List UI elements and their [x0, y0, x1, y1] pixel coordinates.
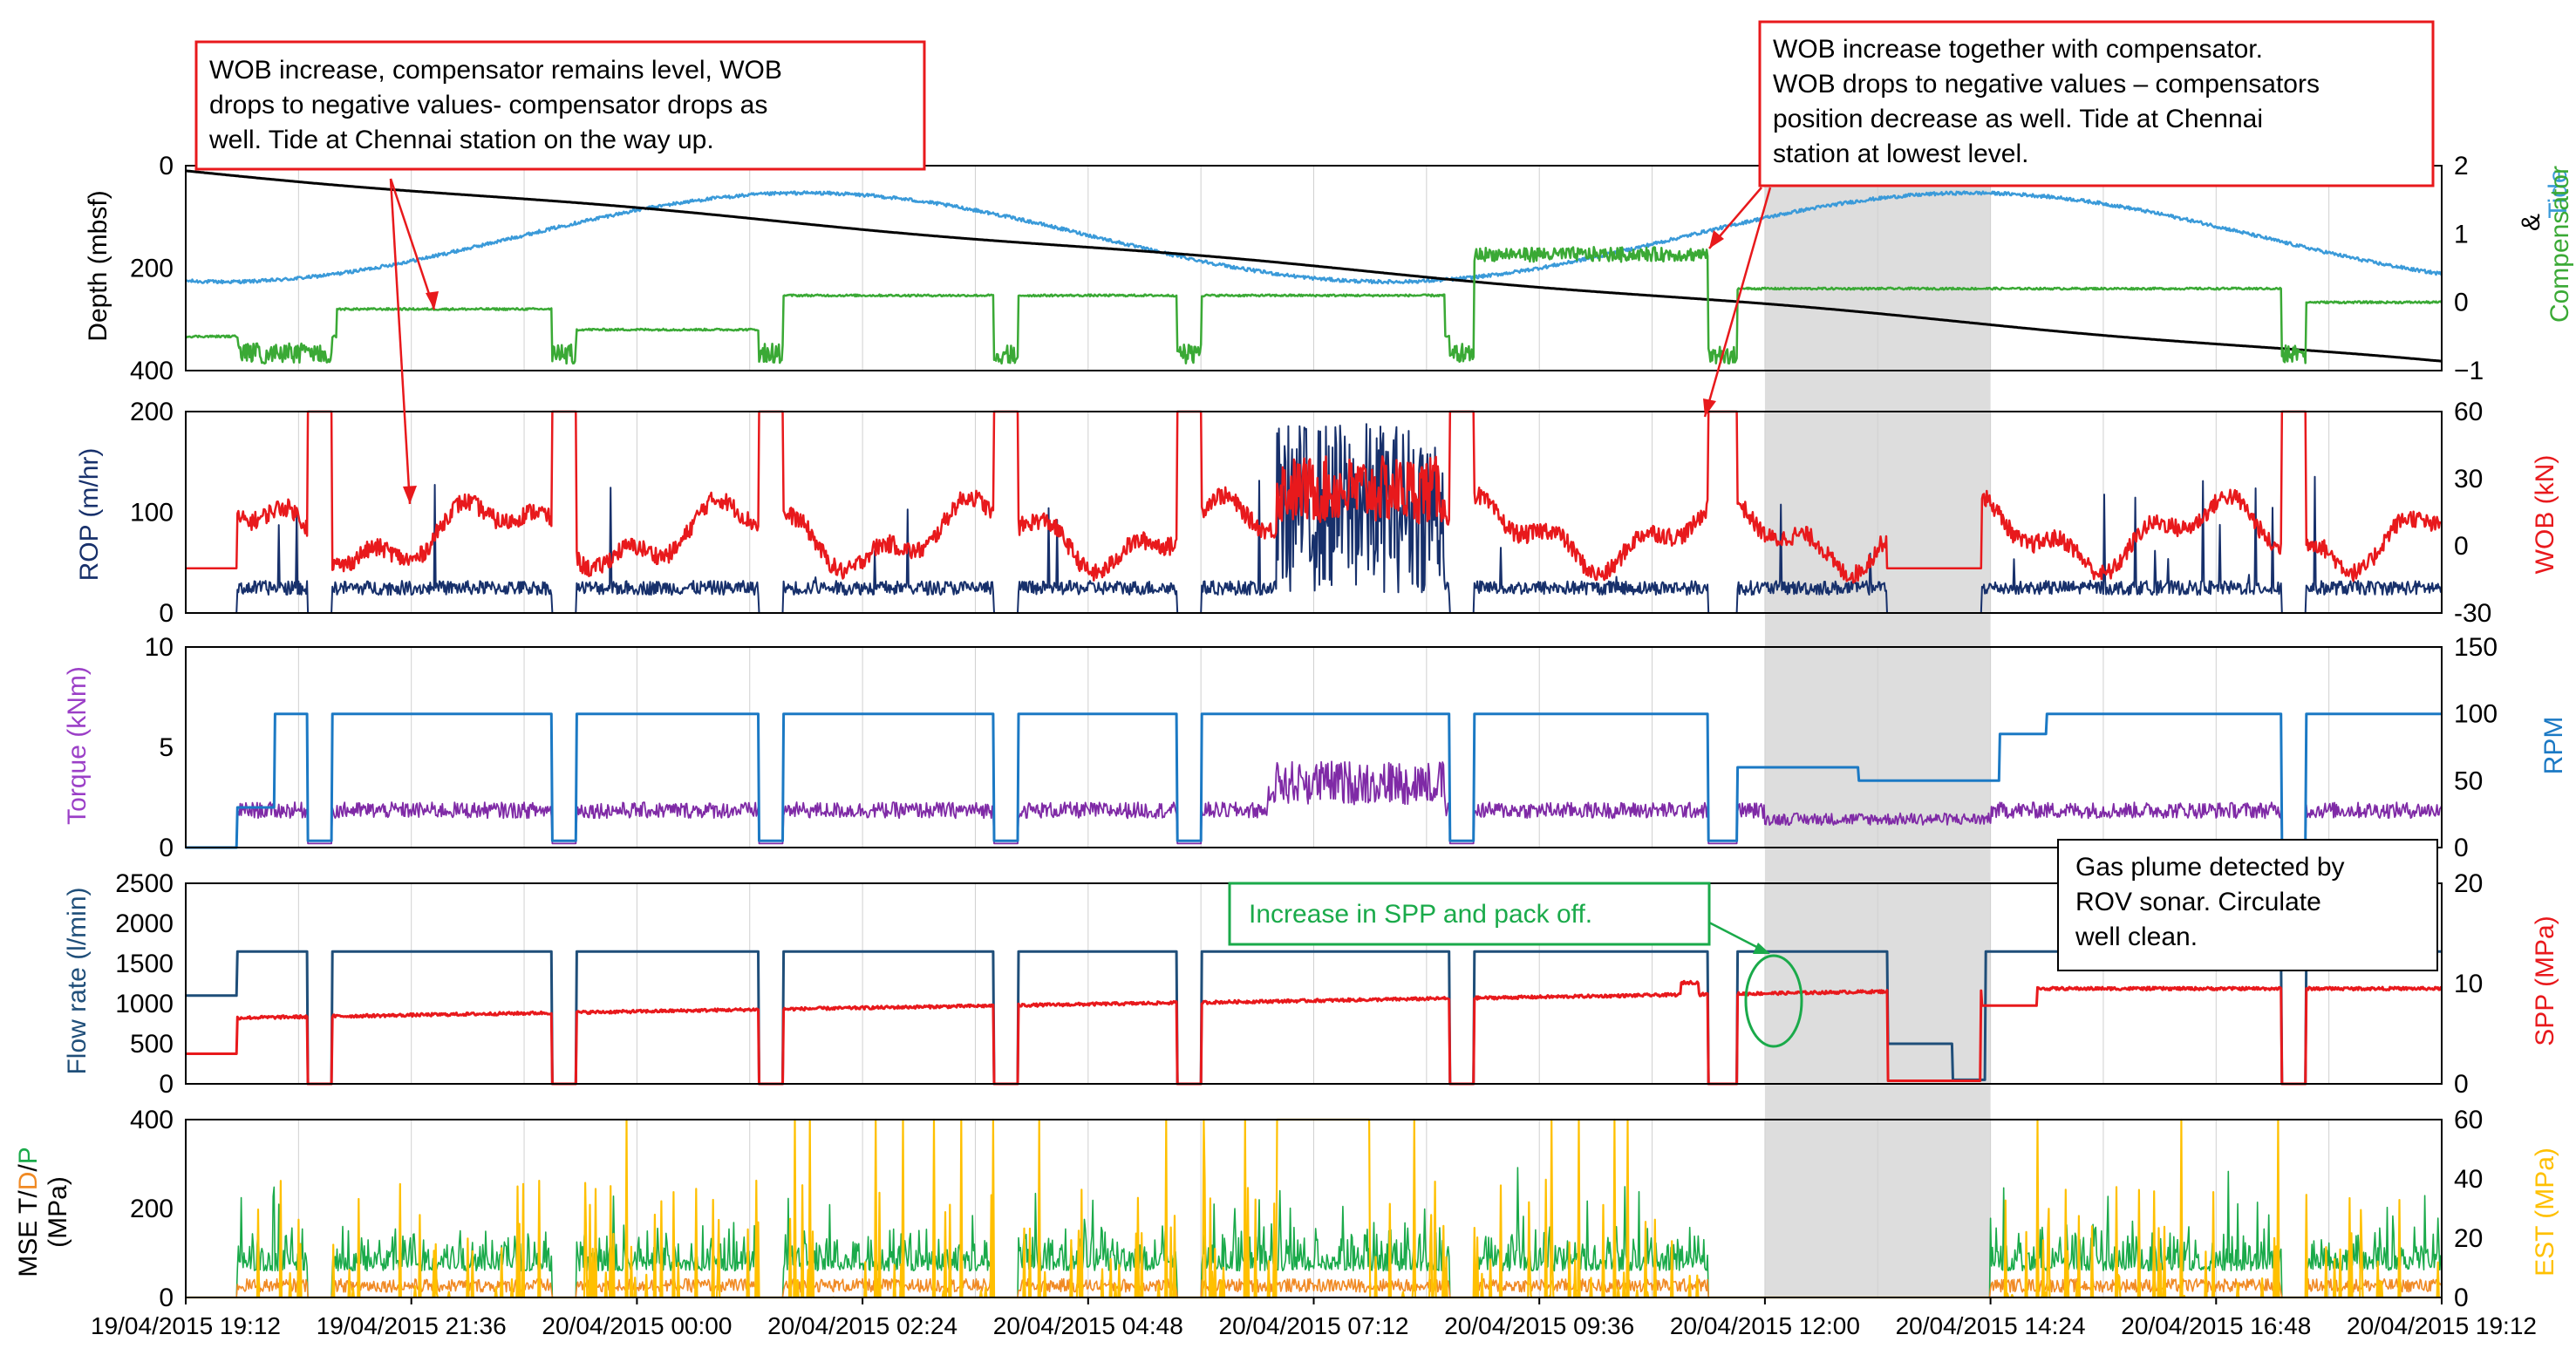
left-tick-label-p3-3: 1000 — [115, 990, 174, 1018]
note4-line1: Gas plume detected by — [2075, 853, 2345, 882]
x-tick-label-3: 20/04/2015 02:24 — [767, 1312, 957, 1339]
left-tick-label-p3-5: 0 — [159, 1070, 174, 1099]
x-tick-label-10: 20/04/2015 19:12 — [2347, 1312, 2537, 1339]
arrow-note2-to-wob — [1703, 187, 1772, 418]
panel-frame-0 — [185, 165, 2443, 371]
note2-line1: WOB increase together with compensator. — [1773, 35, 2263, 64]
depth-axis-label: Depth (mbsf) — [84, 190, 112, 341]
left-tick-label-p0-2: 400 — [130, 357, 174, 385]
arrow-wob-to-wob-panel — [389, 178, 412, 505]
left-tick-label-p3-0: 2500 — [115, 869, 174, 898]
spp-callout — [1708, 921, 1803, 1048]
right-tick-label-p3-0: 20 — [2454, 869, 2483, 898]
note1-line3: well. Tide at Chennai station on the way… — [208, 126, 714, 154]
right-tick-label-p0-3: −1 — [2454, 357, 2484, 385]
est-axis-label: EST (MPa) — [2531, 1147, 2559, 1277]
mse-axis-label: MSE T/D/P — [14, 1147, 43, 1277]
tide-line — [184, 190, 2443, 285]
x-tick-label-2: 20/04/2015 00:00 — [542, 1312, 732, 1339]
x-tick-label-8: 20/04/2015 14:24 — [1896, 1312, 2086, 1339]
right-tick-label-p2-1: 100 — [2454, 700, 2498, 729]
right-tick-label-p2-3: 0 — [2454, 834, 2469, 862]
spp-axis-label: SPP (MPa) — [2531, 916, 2559, 1046]
left-tick-label-p1-1: 100 — [130, 499, 174, 528]
note3-line1: Increase in SPP and pack off. — [1249, 900, 1592, 929]
right-tick-label-p1-0: 60 — [2454, 398, 2483, 426]
x-tick-label-7: 20/04/2015 12:00 — [1670, 1312, 1860, 1339]
arrowhead-1 — [426, 291, 439, 310]
depth-line — [185, 169, 2443, 363]
rpm-axis-label: RPM — [2539, 717, 2568, 775]
ampersand-axis-label: & — [2517, 214, 2545, 231]
right-tick-label-p3-1: 10 — [2454, 970, 2483, 998]
note4-line3: well clean. — [2075, 923, 2198, 951]
x-tick-label-1: 19/04/2015 21:36 — [317, 1312, 507, 1339]
annotation-box-1: WOB increase, compensator remains level,… — [194, 40, 926, 171]
compensator-line — [185, 246, 2443, 365]
arrow-heads — [403, 230, 1724, 504]
x-tick-label-5: 20/04/2015 07:12 — [1219, 1312, 1409, 1339]
right-tick-label-p2-0: 150 — [2454, 633, 2498, 662]
note4-line2: ROV sonar. Circulate — [2075, 888, 2321, 916]
x-tick-label-9: 20/04/2015 16:48 — [2121, 1312, 2311, 1339]
left-tick-label-p4-2: 0 — [159, 1284, 174, 1312]
left-tick-label-p2-1: 5 — [159, 733, 174, 762]
note2-line2: WOB drops to negative values – compensat… — [1773, 70, 2320, 99]
arrowhead-spp — [1753, 943, 1770, 954]
torque-axis-label: Torque (kNm) — [63, 666, 92, 825]
x-tick-label-6: 20/04/2015 09:36 — [1444, 1312, 1634, 1339]
left-tick-label-p2-2: 0 — [159, 834, 174, 862]
axis-labels: Depth (mbsf) Tide & Compensator ROP (m/h… — [14, 166, 2574, 1277]
right-tick-label-p2-2: 50 — [2454, 766, 2483, 795]
annotation-box-3: Increase in SPP and pack off. — [1228, 882, 1711, 946]
x-tick-label-0: 19/04/2015 19:12 — [91, 1312, 281, 1339]
right-tick-label-p3-2: 0 — [2454, 1070, 2469, 1099]
torque-line — [186, 760, 2443, 848]
right-tick-label-p0-2: 0 — [2454, 289, 2469, 317]
x-tick-label-4: 20/04/2015 04:48 — [993, 1312, 1183, 1339]
note2-line3: position decrease as well. Tide at Chenn… — [1773, 105, 2263, 133]
spp-packoff-ellipse — [1744, 954, 1803, 1048]
right-tick-label-p0-0: 2 — [2454, 152, 2469, 180]
left-tick-label-p2-0: 10 — [145, 633, 174, 662]
note2-line4: station at lowest level. — [1773, 140, 2028, 168]
left-tick-label-p0-0: 0 — [159, 152, 174, 180]
tide-axis-label: Tide — [2544, 168, 2573, 218]
left-tick-label-p3-4: 500 — [130, 1030, 174, 1059]
panel-frame-2 — [185, 646, 2443, 848]
note1-line2: drops to negative values- compensator dr… — [209, 91, 767, 119]
compensator-axis-label: Compensator — [2545, 166, 2574, 323]
rop-axis-label: ROP (m/hr) — [75, 448, 104, 582]
annotation-box-4: Gas plume detected by ROV sonar. Circula… — [2057, 839, 2438, 971]
arrowhead-3 — [1709, 230, 1724, 249]
right-tick-label-p4-0: 60 — [2454, 1106, 2483, 1134]
left-tick-label-p1-2: 0 — [159, 599, 174, 628]
panel-frame-1 — [185, 411, 2443, 614]
left-tick-label-p4-1: 200 — [130, 1195, 174, 1223]
arrow-wob-to-compensator — [389, 178, 436, 310]
left-tick-label-p4-0: 400 — [130, 1106, 174, 1134]
right-tick-label-p4-3: 0 — [2454, 1284, 2469, 1312]
rpm-line — [185, 712, 2443, 849]
note1-line1: WOB increase, compensator remains level,… — [209, 56, 782, 85]
arrowhead-2 — [403, 486, 417, 504]
arrowhead-4 — [1703, 398, 1716, 417]
left-tick-label-p1-0: 200 — [130, 398, 174, 426]
flow-rate-axis-label: Flow rate (l/min) — [63, 887, 92, 1074]
right-tick-label-p4-1: 40 — [2454, 1165, 2483, 1194]
right-tick-label-p1-3: -30 — [2454, 599, 2491, 628]
left-tick-label-p3-2: 1500 — [115, 950, 174, 978]
left-tick-label-p0-1: 200 — [130, 255, 174, 283]
wob-axis-label: WOB (kN) — [2531, 455, 2559, 575]
right-tick-label-p1-1: 30 — [2454, 465, 2483, 494]
left-tick-label-p3-1: 2000 — [115, 909, 174, 938]
right-tick-label-p0-1: 1 — [2454, 220, 2469, 249]
right-tick-label-p4-2: 20 — [2454, 1224, 2483, 1253]
annotation-arrows — [389, 178, 1772, 505]
right-tick-label-p1-2: 0 — [2454, 532, 2469, 561]
annotation-box-2: WOB increase together with compensator. … — [1758, 20, 2435, 187]
mse-unit-label: (MPa) — [44, 1176, 72, 1248]
